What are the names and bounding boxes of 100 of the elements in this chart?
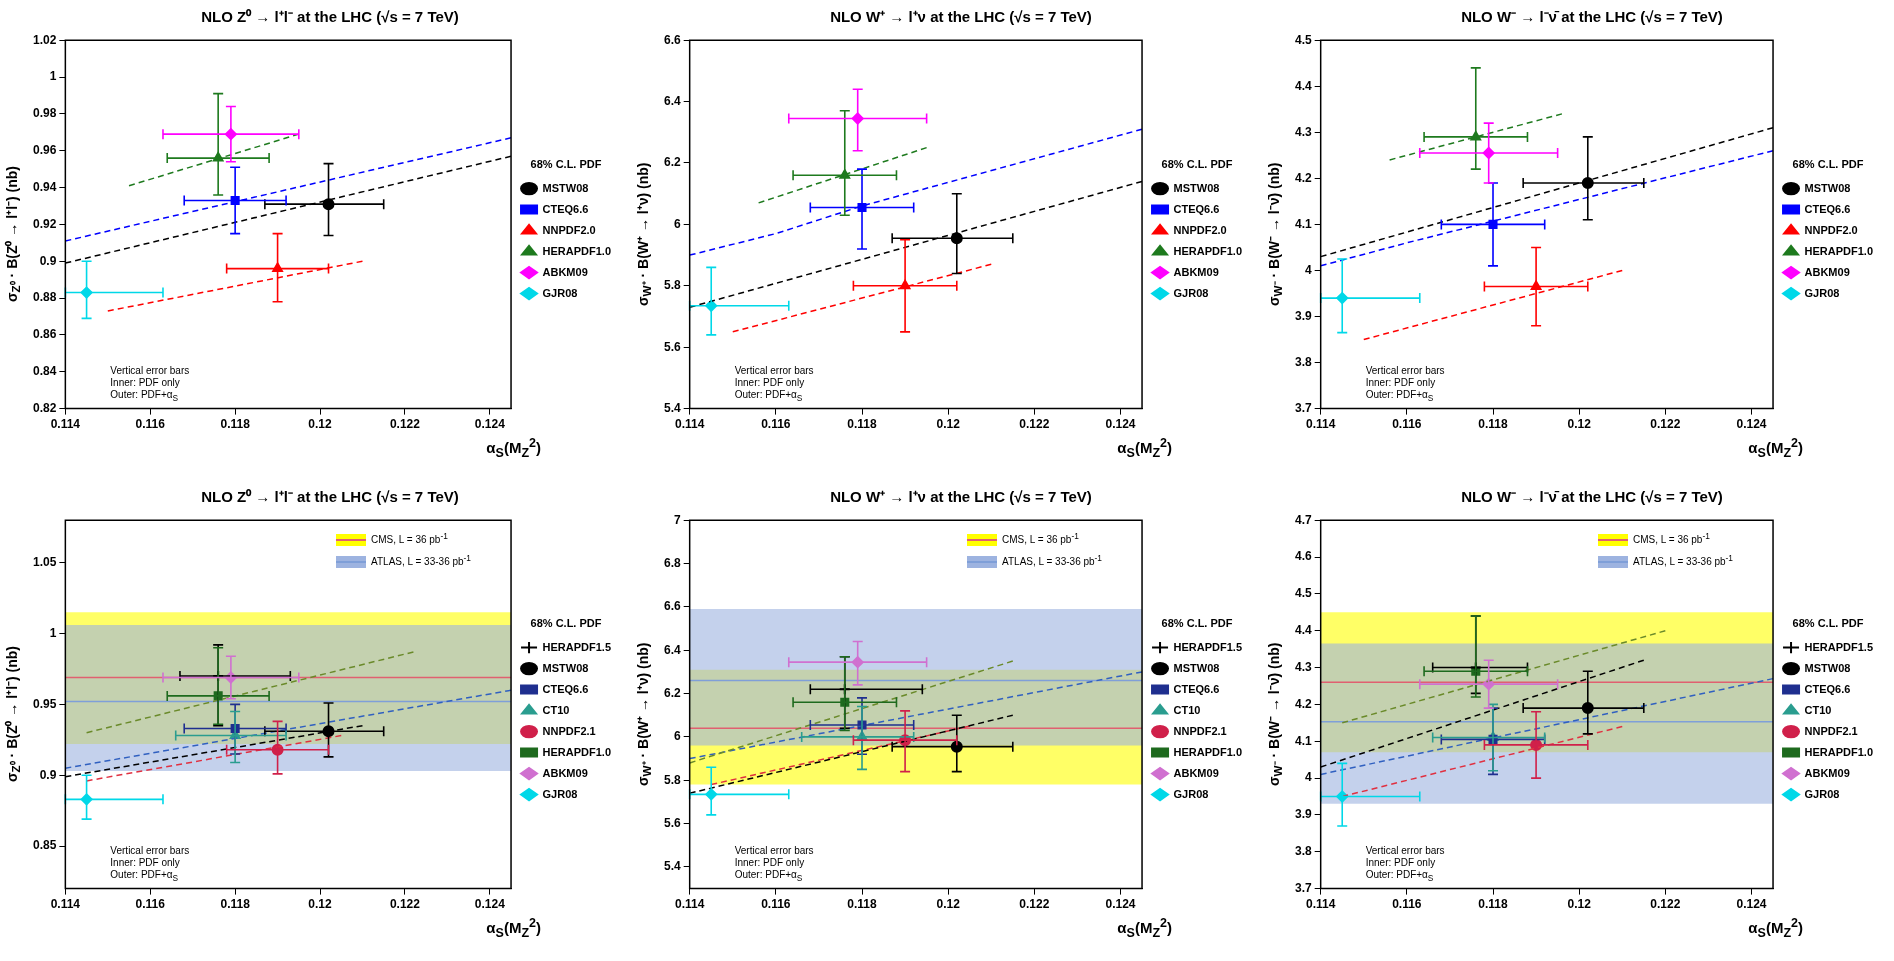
x-tick-label: 0.116: [761, 897, 791, 912]
y-tick-label: 6: [673, 729, 681, 744]
x-tick-label: 0.118: [220, 897, 251, 912]
y-tick-label: 1: [49, 69, 57, 84]
legend-label: ABKM09: [1173, 265, 1219, 278]
y-tick-label: 4.6: [1294, 549, 1312, 564]
legend-title: 68% C.L. PDF: [1161, 617, 1233, 630]
annotation: Outer: PDF+α$_{S}$: [734, 868, 803, 883]
y-tick-label: 4: [1304, 262, 1312, 277]
y-tick-label: 3.9: [1294, 308, 1312, 323]
y-tick-label: 0.86: [33, 327, 57, 342]
legend-title: 68% C.L. PDF: [1161, 158, 1233, 171]
y-tick-label: 0.84: [33, 364, 57, 379]
legend-label: GJR08: [1173, 286, 1209, 299]
legend-label: ABKM09: [1804, 766, 1850, 779]
annotation: Outer: PDF+α$_{S}$: [1365, 868, 1434, 883]
y-tick-label: 3.8: [1294, 844, 1312, 859]
y-tick-label: 0.85: [33, 838, 57, 853]
y-tick-label: 1.02: [33, 32, 57, 47]
legend-label: HERAPDF1.5: [542, 640, 612, 653]
x-tick-label: 0.122: [389, 897, 421, 912]
annotation: Inner: PDF only: [1365, 856, 1436, 868]
x-tick-label: 0.12: [936, 417, 961, 432]
y-tick-label: 0.82: [33, 400, 57, 415]
legend-label: NNPDF2.0: [542, 223, 596, 236]
legend-label: ABKM09: [1173, 766, 1219, 779]
y-tick-label: 4.3: [1294, 124, 1312, 139]
y-tick-label: 6: [673, 216, 681, 231]
legend-label: CMS, L = 36 pb$^{-1}$: [1633, 530, 1710, 545]
x-axis-title: α$_{S}$(M$_{Z}$$^{2}$): [1117, 436, 1172, 460]
x-tick-label: 0.118: [847, 897, 878, 912]
legend-label: ABKM09: [542, 766, 588, 779]
legend-label: CT10: [542, 703, 570, 716]
legend-label: ATLAS, L = 33-36 pb$^{-1}$: [1633, 552, 1733, 567]
y-tick-label: 5.6: [663, 815, 681, 830]
x-tick-label: 0.12: [308, 417, 333, 432]
x-axis-title: α$_{S}$(M$_{Z}$$^{2}$): [1748, 436, 1803, 460]
y-tick-label: 6.6: [663, 32, 681, 47]
y-tick-label: 4.2: [1294, 170, 1312, 185]
annotation: Vertical error bars: [734, 844, 814, 856]
annotation: Vertical error bars: [1365, 364, 1445, 376]
x-tick-label: 0.116: [135, 417, 166, 432]
x-tick-label: 0.12: [1567, 897, 1592, 912]
annotation: Inner: PDF only: [1365, 376, 1436, 388]
x-tick-label: 0.116: [135, 897, 166, 912]
y-tick-label: 6.4: [663, 93, 681, 108]
legend-label: MSTW08: [1804, 661, 1851, 674]
x-tick-label: 0.124: [474, 417, 506, 432]
x-tick-label: 0.12: [936, 897, 961, 912]
annotation: Vertical error bars: [110, 844, 190, 856]
legend-label: CT10: [1173, 703, 1201, 716]
legend-label: HERAPDF1.5: [1804, 640, 1874, 653]
y-tick-label: 3.7: [1294, 400, 1312, 415]
x-tick-label: 0.122: [389, 417, 421, 432]
y-tick-label: 1: [49, 625, 57, 640]
x-tick-label: 0.114: [50, 417, 81, 432]
x-tick-label: 0.124: [474, 897, 506, 912]
chart-title: NLO Z⁰ → l⁺l⁻ at the LHC (√s = 7 TeV): [200, 487, 460, 506]
y-tick-label: 0.92: [33, 216, 57, 231]
y-tick-label: 4.4: [1294, 623, 1312, 638]
legend-label: HERAPDF1.0: [542, 244, 612, 257]
annotation: Outer: PDF+α$_{S}$: [1365, 388, 1434, 403]
legend-label: ABKM09: [542, 265, 588, 278]
legend-label: HERAPDF1.0: [542, 745, 612, 758]
y-tick-label: 4.5: [1294, 32, 1312, 47]
y-tick-label: 5.8: [663, 278, 681, 293]
y-tick-label: 4: [1304, 770, 1312, 785]
legend-label: CTEQ6.6: [542, 202, 589, 215]
x-tick-label: 0.12: [1567, 417, 1592, 432]
legend-label: NNPDF2.1: [1173, 724, 1227, 737]
legend-label: CTEQ6.6: [1804, 202, 1851, 215]
chart-title: NLO W⁻ → l⁻ν̄ at the LHC (√s = 7 TeV): [1460, 7, 1724, 26]
y-tick-label: 6.2: [663, 685, 681, 700]
chart-title: NLO W⁺ → l⁺ν at the LHC (√s = 7 TeV): [829, 7, 1093, 26]
y-tick-label: 5.8: [663, 772, 681, 787]
legend-title: 68% C.L. PDF: [530, 158, 602, 171]
legend-label: CMS, L = 36 pb$^{-1}$: [371, 530, 448, 545]
legend-label: CTEQ6.6: [1173, 202, 1220, 215]
x-tick-label: 0.12: [308, 897, 333, 912]
y-tick-label: 4.3: [1294, 659, 1312, 674]
y-tick-label: 6.8: [663, 555, 681, 570]
x-tick-label: 0.116: [1392, 417, 1422, 432]
y-tick-label: 3.8: [1294, 354, 1312, 369]
y-tick-label: 0.88: [33, 290, 57, 305]
legend-label: CTEQ6.6: [542, 682, 589, 695]
legend-label: MSTW08: [542, 181, 589, 194]
x-tick-label: 0.124: [1736, 417, 1767, 432]
legend-label: HERAPDF1.0: [1173, 244, 1243, 257]
legend-label: CT10: [1804, 703, 1832, 716]
legend-label: NNPDF2.1: [542, 724, 596, 737]
legend-title: 68% C.L. PDF: [530, 617, 602, 630]
x-tick-label: 0.114: [674, 417, 705, 432]
x-tick-label: 0.114: [674, 897, 705, 912]
annotation: Inner: PDF only: [734, 376, 805, 388]
legend-label: NNPDF2.0: [1804, 223, 1858, 236]
y-tick-label: 4.5: [1294, 586, 1312, 601]
legend-label: HERAPDF1.0: [1804, 244, 1874, 257]
x-axis-title: α$_{S}$(M$_{Z}$$^{2}$): [1748, 916, 1803, 940]
x-tick-label: 0.116: [761, 417, 791, 432]
y-tick-label: 0.96: [33, 143, 57, 158]
